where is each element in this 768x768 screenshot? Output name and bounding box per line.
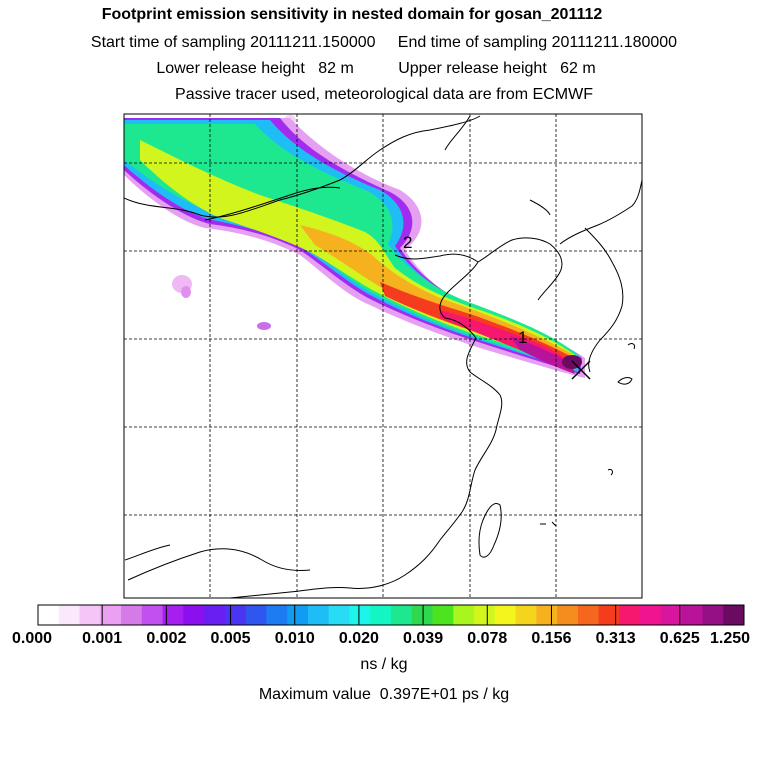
colorbar-cell [162,605,184,625]
colorbar-cell [266,605,288,625]
colorbar-cell [640,605,662,625]
colorbar-cell [411,605,434,625]
colorbar-tick-label: 0.156 [531,630,572,647]
coastline [229,253,503,598]
island [540,521,557,527]
border-line [127,548,311,581]
border-line [124,115,481,218]
colorbar-cell [38,605,60,625]
colorbar-cell [702,605,724,625]
colorbar-tick-label: 0.001 [82,630,123,647]
border-line [559,179,642,245]
border-line [124,544,171,561]
lat-lon-grid [124,114,642,598]
colorbar-tick-label: 0.005 [210,630,251,647]
colorbar-unit: ns / kg [360,656,408,673]
colorbar-cell [660,605,683,625]
colorbar-tick-label: 0.078 [467,630,508,647]
colorbar-cell [183,605,205,625]
colorbar-cell [204,605,226,625]
colorbar-cell [141,605,164,625]
colorbar-ticks [37,605,745,625]
coastline [529,199,551,216]
plot-title: Footprint emission sensitivity in nested… [101,6,603,23]
border-line [444,115,471,151]
colorbar-cell [100,605,122,625]
plume-spot [257,322,271,330]
island [617,377,633,385]
colorbar-cell [328,605,350,625]
colorbar-cell [224,605,247,625]
colorbar-cell [307,605,330,625]
coastline [477,237,563,301]
x-cross-icon [571,360,591,380]
colorbar-cell [370,605,392,625]
colorbar-cell [349,605,371,625]
colorbar-cells [38,605,745,625]
colorbar-cell [474,605,496,625]
colorbar-tick-label: 0.313 [595,630,636,647]
colorbar-tick-label: 0.020 [338,630,379,647]
colorbar-cell [577,605,600,625]
trajectory-marker-1: 1 [518,328,527,347]
colorbar-tick-label: 0.625 [659,630,700,647]
plume-spot [181,286,191,298]
colorbar-cell [245,605,267,625]
coastlines [124,115,642,598]
border-line [204,186,341,221]
plume-layer [124,115,585,378]
colorbar-cell [453,605,475,625]
colorbar-tick-label: 0.002 [146,630,187,647]
colorbar-cell [723,605,745,625]
sampling-times: Start time of sampling 20111211.150000 E… [90,34,678,51]
colorbar-cell [391,605,413,625]
colorbar-tick-label: 0.000 [11,630,53,647]
colorbar-cell [536,605,558,625]
plume-level-9 [510,336,575,374]
colorbar-cell [681,605,703,625]
colorbar-cell [432,605,454,625]
colorbar-cell [121,605,143,625]
colorbar-cell [598,605,620,625]
colorbar-tick-label: 0.010 [274,630,315,647]
tracer-info: Passive tracer used, meteorological data… [175,86,593,103]
map-frame [123,113,643,599]
colorbar-cell [79,605,101,625]
colorbar-cell [515,605,537,625]
island [627,343,635,350]
colorbar-cell [619,605,641,625]
taiwan-coast [478,503,502,558]
colorbar-cell [287,605,309,625]
trajectory-marker-2: 2 [403,233,412,252]
colorbar-tick-label: 1.250 [709,630,751,647]
release-heights: Lower release height 82 m Upper release … [156,60,596,77]
maximum-value: Maximum value 0.397E+01 ps / kg [258,686,510,703]
island [607,469,613,476]
colorbar-tick-label: 0.039 [403,630,444,647]
colorbar-cell [494,605,517,625]
colorbar-cell [557,605,579,625]
colorbar-cell [58,605,81,625]
